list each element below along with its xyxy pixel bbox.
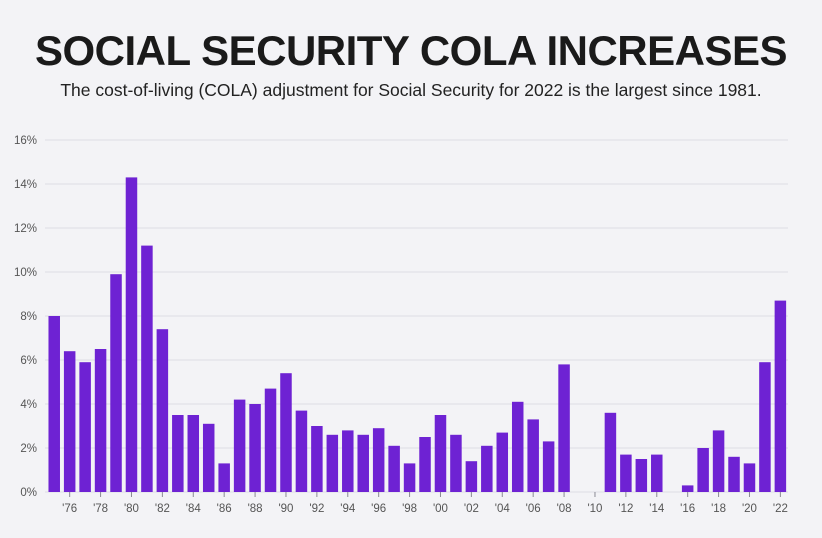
y-tick-label: 10%: [14, 267, 37, 279]
x-tick-label: '84: [186, 503, 202, 515]
x-tick-label: '00: [433, 503, 448, 515]
x-tick-label: '02: [464, 503, 479, 515]
bar-1985: [202, 423, 215, 492]
bar-1994: [342, 430, 354, 492]
bar-2011: [604, 412, 617, 492]
x-tick-label: '94: [340, 503, 356, 515]
chart-subtitle: The cost-of-living (COLA) adjustment for…: [60, 80, 762, 100]
x-tick-label: '80: [124, 503, 139, 515]
x-tick-label: '88: [248, 503, 263, 515]
x-tick-label: '78: [93, 503, 108, 515]
y-tick-label: 6%: [20, 355, 37, 367]
x-tick-label: '86: [217, 503, 232, 515]
bar-1995: [357, 434, 369, 492]
x-tick-label: '16: [680, 503, 695, 515]
bar-2005: [511, 401, 524, 492]
bar-2006: [527, 419, 539, 492]
x-tick-label: '96: [371, 503, 386, 515]
bar-1981: [141, 245, 153, 492]
x-tick-label: '90: [278, 503, 293, 515]
bar-2022: [774, 300, 787, 492]
x-tick-label: '22: [773, 503, 788, 515]
bar-1999: [419, 437, 431, 492]
x-tick-label: '92: [309, 503, 324, 515]
x-tick-label: '06: [526, 503, 541, 515]
x-tick-label: '18: [711, 503, 726, 515]
gridlines: [45, 139, 788, 493]
y-tick-label: 8%: [20, 311, 37, 323]
bar-2008: [558, 364, 570, 492]
bar-1977: [79, 362, 91, 492]
y-axis: 0% 2% 4% 6% 8% 10% 12% 14% 16%: [14, 135, 37, 499]
bar-2001: [450, 434, 462, 492]
bar-2017: [697, 448, 709, 492]
bar-1983: [172, 415, 184, 492]
bar-1980: [125, 177, 138, 492]
y-tick-label: 4%: [20, 399, 37, 411]
bar-2007: [542, 441, 555, 492]
bar-2003: [481, 445, 493, 492]
x-tick-label: '12: [618, 503, 633, 515]
bar-2012: [620, 454, 632, 492]
bar-1984: [187, 415, 200, 492]
x-tick-label: '10: [587, 503, 602, 515]
y-tick-label: 12%: [14, 223, 37, 235]
bar-2020: [743, 463, 756, 492]
bar-1978: [94, 349, 107, 492]
bar-1989: [264, 388, 277, 492]
chart-title: SOCIAL SECURITY COLA INCREASES: [35, 27, 788, 74]
y-tick-label: 16%: [14, 135, 37, 147]
bar-2004: [496, 432, 509, 492]
bars: [48, 177, 787, 492]
bar-1976: [63, 351, 76, 492]
bar-2016: [681, 485, 694, 492]
bar-1986: [218, 463, 230, 492]
x-tick-label: '82: [155, 503, 170, 515]
bar-1987: [233, 399, 246, 492]
bar-2021: [759, 362, 771, 492]
x-tick-label: '14: [649, 503, 665, 515]
bar-2014: [651, 454, 663, 492]
bar-1996: [372, 428, 385, 492]
y-tick-label: 0%: [20, 487, 37, 499]
bar-1992: [311, 426, 323, 492]
x-tick-label: '98: [402, 503, 417, 515]
x-tick-label: '76: [62, 503, 77, 515]
bar-1998: [403, 463, 416, 492]
x-tick-label: '04: [495, 503, 511, 515]
x-tick-label: '20: [742, 503, 757, 515]
bar-2000: [434, 415, 447, 492]
bar-1975: [48, 316, 60, 492]
bar-1979: [110, 274, 122, 492]
bar-1990: [280, 373, 292, 492]
bar-2019: [728, 456, 740, 492]
y-tick-label: 14%: [14, 179, 37, 191]
x-tick-label: '08: [557, 503, 572, 515]
x-axis: '76 '78 '80 '82 '84 '86 '88 '90 '92 '94 '96 '98 '00 '…: [62, 492, 788, 515]
bar-1991: [295, 410, 308, 492]
bar-2013: [635, 459, 648, 492]
y-tick-label: 2%: [20, 443, 37, 455]
bar-1988: [249, 404, 261, 492]
bar-2002: [465, 461, 478, 492]
bar-1993: [326, 434, 339, 492]
bar-1997: [388, 445, 400, 492]
bar-2018: [712, 430, 725, 492]
bar-1982: [156, 329, 169, 492]
